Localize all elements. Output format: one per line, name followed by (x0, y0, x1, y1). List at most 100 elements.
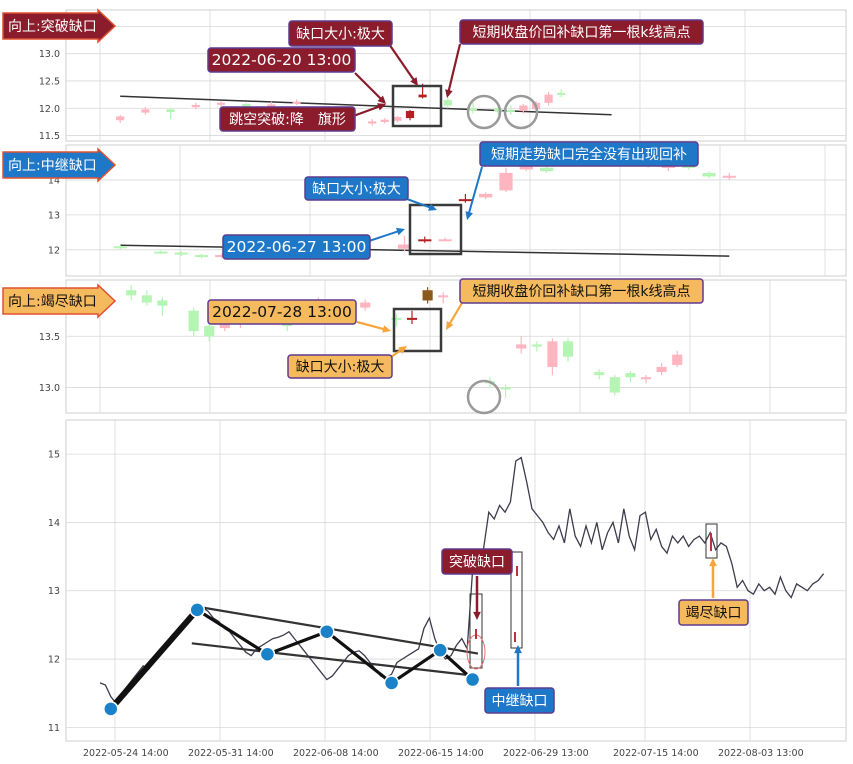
candle-body (656, 366, 667, 373)
x-tick-label: 2022-08-03 13:00 (718, 748, 804, 759)
panel3-label-fill-text: 短期收盘价回补缺口第一根k线高点 (472, 283, 690, 300)
bottom-label-runaway-text: 中继缺口 (492, 694, 548, 710)
panel1-arrow-size (388, 43, 418, 86)
panel3-label-date: 2022-07-28 13:00 (207, 299, 357, 325)
panel2-arrow-date-shaft (368, 230, 399, 242)
panel1-arrow-size-head (410, 77, 418, 86)
bottom-label-breakaway-box (441, 548, 513, 575)
panel2-arrow-fill-head (465, 211, 473, 220)
candle-body (458, 199, 472, 202)
panel1-label-date: 2022-06-20 13:00 (207, 47, 356, 73)
panel3-arrow-date-head (382, 325, 391, 333)
panel2-arrow-fill (465, 166, 483, 220)
candle-body (113, 246, 127, 249)
panel1-label-flag-box (219, 106, 356, 132)
bottom-arrow-exhaustion (709, 558, 717, 598)
panel3-arrow-size (390, 346, 407, 358)
y-tick-label: 14 (48, 518, 60, 529)
candle-body (438, 295, 449, 298)
candle-body (418, 239, 432, 242)
y-tick-label: 12.0 (39, 104, 60, 115)
bottom-label-breakaway: 突破缺口 (441, 548, 513, 575)
candle-body (215, 255, 229, 258)
panel2-arrow-size-head (428, 203, 437, 211)
panel3-arrow-size-head (398, 346, 407, 354)
panel3-arrow-fill-shaft (448, 302, 463, 325)
candle-body (391, 317, 402, 320)
panel1-label-date-box (207, 47, 356, 73)
candle-body (422, 290, 433, 301)
candle-body (191, 104, 200, 108)
x-tick-label: 2022-06-08 14:00 (293, 748, 379, 759)
channel-lower-line (191, 642, 479, 678)
panel1-arrow-flag-head (377, 103, 386, 111)
panel3-arrow-fill-head (446, 321, 454, 330)
candle-body (368, 121, 377, 124)
panel3-tag-shape (2, 283, 117, 319)
panel2-label-date-text: 2022-06-27 13:00 (227, 238, 367, 256)
candle-body (702, 172, 716, 177)
panel1-label-size-text: 缺口大小:极大 (296, 27, 385, 43)
candle-body (540, 167, 554, 172)
zigzag-node (103, 701, 119, 717)
candle-body (154, 251, 168, 254)
panel1-label-flag: 跳空突破:降 旗形 (219, 106, 356, 132)
panel2-arrow-fill-shaft (467, 166, 483, 214)
y-tick-label: 12 (48, 655, 60, 666)
candle-body (157, 300, 168, 306)
panel3-label-date-text: 2022-07-28 13:00 (212, 303, 352, 321)
candle-body (204, 326, 215, 337)
panel3-arrow-size-shaft (390, 349, 402, 358)
panel3-label-fill-box (459, 278, 704, 304)
panel2-tag-text: 向上:中继缺口 (8, 158, 97, 174)
candle-body (500, 387, 511, 390)
candle-body (479, 193, 493, 198)
candle-body (418, 94, 427, 98)
bottom-arrow-breakaway-head (473, 611, 481, 620)
panel1-label-flag-text: 跳空突破:降 旗形 (229, 112, 346, 128)
candle-body (516, 344, 527, 349)
y-tick-label: 11 (48, 723, 60, 734)
third-panel: 13.0 13.5 (39, 279, 847, 414)
candle-body (292, 101, 301, 104)
candle-body (360, 302, 371, 308)
candle-body (166, 109, 175, 113)
x-tick-label: 2022-07-15 14:00 (613, 748, 699, 759)
candle-body (393, 116, 402, 121)
candle-body (468, 108, 478, 111)
candle-body (682, 165, 696, 168)
candle-body (640, 377, 652, 380)
panel1-gap-box (391, 84, 443, 128)
panel1-label-date-text: 2022-06-20 13:00 (212, 51, 352, 69)
zigzag-node (189, 602, 205, 618)
panel3-ring (466, 379, 502, 415)
candle-body (126, 290, 137, 296)
candle-body (544, 94, 553, 103)
panel1-ring-2 (503, 94, 539, 130)
bottom-arrow-runaway (514, 645, 522, 686)
y-tick-label: 12.5 (39, 76, 60, 87)
candle-body (397, 244, 412, 249)
zigzag-node (259, 646, 276, 663)
panel2-label-size-text: 缺口大小:极大 (312, 182, 401, 198)
candle-body (267, 104, 276, 108)
panel3-arrow-date-shaft (356, 320, 385, 331)
panel2-label-date: 2022-06-27 13:00 (222, 234, 371, 260)
x-tick-label: 2022-06-15 14:00 (398, 748, 484, 759)
x-tick-label: 2022-05-24 14:00 (83, 748, 169, 759)
candle-body (519, 105, 528, 111)
panel2-arrow-date (368, 227, 405, 242)
candle-body (625, 373, 636, 378)
candle-body (174, 252, 188, 255)
panel3-arrow-fill (446, 302, 463, 330)
panel1-tag: 向上:突破缺口 (2, 8, 117, 44)
candle-body (722, 175, 736, 178)
zigzag-segment (325, 630, 393, 685)
panel3-tag: 向上:竭尽缺口 (2, 283, 117, 319)
panel1-arrow-fill-head (445, 89, 453, 98)
panel3-label-fill: 短期收盘价回补缺口第一根k线高点 (459, 278, 704, 304)
panel2-gap-box (408, 203, 463, 256)
panel2-label-date-box (222, 234, 371, 260)
trend-line (120, 95, 612, 116)
candle-body (216, 102, 226, 105)
